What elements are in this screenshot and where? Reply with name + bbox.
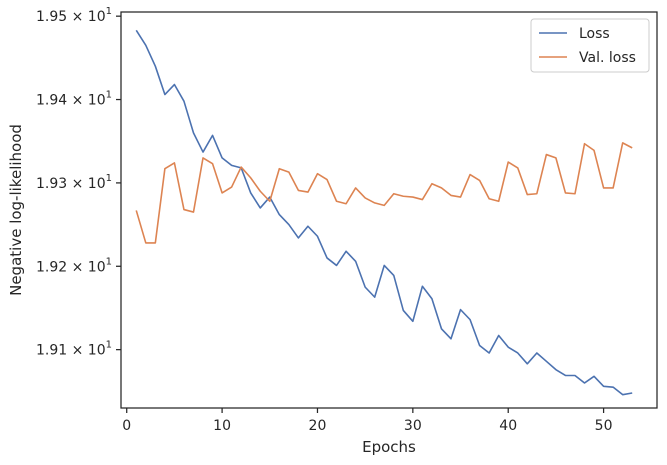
legend: Loss Val. loss <box>530 18 650 73</box>
legend-label: Loss <box>579 26 610 42</box>
series-lines <box>135 29 633 396</box>
y-tick-label: 1.94 × 101 <box>36 90 112 109</box>
series-line-val-loss <box>135 142 633 244</box>
series-line-loss <box>135 29 633 396</box>
y-tick-mantissa: 1.91 <box>36 343 67 359</box>
y-tick-mantissa: 1.93 <box>36 176 67 192</box>
y-tick-times: × 10 <box>67 9 105 25</box>
x-tick-label: 10 <box>213 418 231 434</box>
y-axis-label: Negative log-likelihood <box>7 124 25 296</box>
y-tick-times: × 10 <box>67 343 105 359</box>
y-tick-label: 1.93 × 101 <box>36 173 112 192</box>
y-tick-mantissa: 1.94 <box>36 93 67 109</box>
y-tick-mantissa: 1.92 <box>36 259 67 275</box>
legend-label: Val. loss <box>579 50 636 66</box>
y-tick-times: × 10 <box>67 259 105 275</box>
y-tick-exponent: 1 <box>106 90 112 101</box>
y-tick-exponent: 1 <box>106 6 112 17</box>
y-tick-exponent: 1 <box>106 256 112 267</box>
y-tick-label: 1.95 × 101 <box>36 6 112 25</box>
x-tick-label: 30 <box>404 418 422 434</box>
x-tick-label: 20 <box>309 418 327 434</box>
y-tick-exponent: 1 <box>106 340 112 351</box>
x-tick-label: 40 <box>499 418 517 434</box>
y-tick-times: × 10 <box>67 93 105 109</box>
y-tick-exponent: 1 <box>106 173 112 184</box>
plot-frame <box>120 11 658 409</box>
y-tick-label: 1.92 × 101 <box>36 256 112 275</box>
x-axis-label: Epochs <box>362 438 416 456</box>
y-tick-label: 1.91 × 101 <box>36 340 112 359</box>
y-tick-times: × 10 <box>67 176 105 192</box>
y-tick-mantissa: 1.95 <box>36 9 67 25</box>
x-tick-label: 0 <box>122 418 131 434</box>
x-tick-label: 50 <box>595 418 613 434</box>
